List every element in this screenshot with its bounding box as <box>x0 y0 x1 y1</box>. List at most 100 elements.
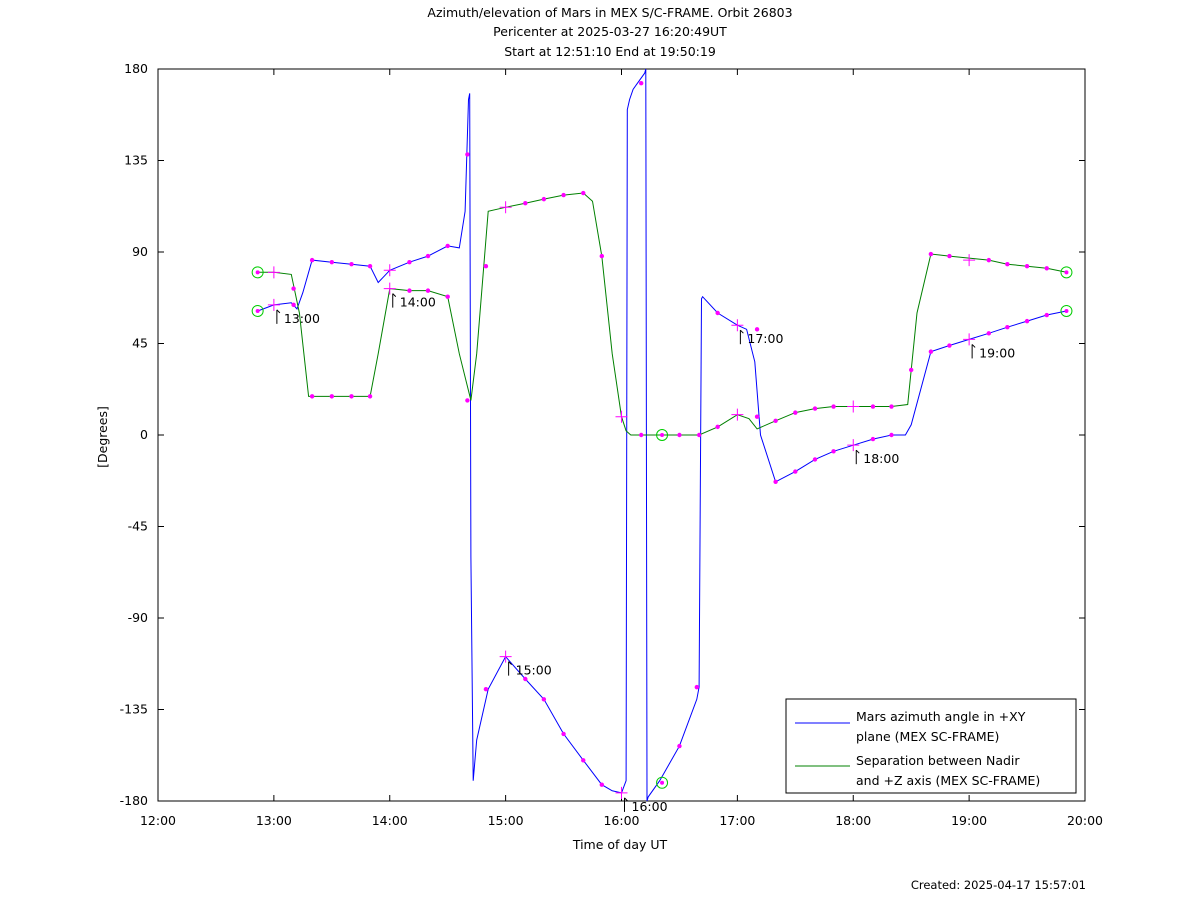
sample-dot-marker <box>599 782 605 787</box>
sample-dot-marker <box>638 81 644 86</box>
hour-annotation-label: 15:00 <box>516 663 552 678</box>
x-tick-label: 20:00 <box>1067 813 1103 828</box>
hour-annotation-arrow <box>624 797 628 802</box>
endpoint-circle-marker <box>251 266 264 279</box>
hour-plus-marker <box>731 408 744 421</box>
y-tick-label: 45 <box>132 336 148 351</box>
hour-plus-marker <box>963 333 976 346</box>
hour-annotation-label: 14:00 <box>400 295 436 310</box>
hour-annotation-label: 13:00 <box>284 311 320 326</box>
sample-dot-marker <box>309 257 315 263</box>
sample-dot-marker <box>694 684 700 690</box>
sample-dot-marker <box>1024 318 1030 324</box>
sample-dot-marker <box>291 286 296 291</box>
sample-dot-marker <box>425 288 431 293</box>
hour-plus-marker <box>731 319 744 332</box>
sample-dot-marker <box>908 367 914 373</box>
endpoint-dot-marker <box>660 780 665 785</box>
sample-dot-marker <box>465 398 470 403</box>
sample-dot-marker <box>1005 262 1010 267</box>
sample-dot-marker <box>773 479 778 484</box>
hour-annotation-label: 17:00 <box>747 331 783 346</box>
y-tick-label: 0 <box>140 427 148 442</box>
sample-dot-marker <box>349 262 354 267</box>
sample-dot-marker <box>889 404 894 409</box>
sample-dot-marker <box>483 264 489 269</box>
x-tick-label: 15:00 <box>488 813 524 828</box>
legend-box <box>785 698 1077 794</box>
hour-plus-marker <box>499 201 512 214</box>
hour-annotation-arrow <box>392 293 397 297</box>
sample-dot-marker <box>1024 264 1030 269</box>
hour-annotation-label: 18:00 <box>863 451 899 466</box>
sample-dot-marker <box>367 394 373 399</box>
sample-dot-marker <box>928 349 934 354</box>
sample-dot-marker <box>329 394 335 399</box>
legend-label-azimuth-2: plane (MEX SC-FRAME) <box>856 729 999 744</box>
sample-dot-marker <box>928 251 934 257</box>
x-tick-label: 18:00 <box>835 813 871 828</box>
sample-dot-marker <box>407 288 412 293</box>
endpoint-circle-marker <box>1060 304 1073 317</box>
legend: Mars azimuth angle in +XY plane (MEX SC-… <box>785 698 1077 794</box>
sample-dot-marker <box>445 294 450 299</box>
endpoint-circle-marker <box>656 429 669 441</box>
sample-dot-marker <box>329 259 335 265</box>
hour-annotation-arrow <box>740 329 744 334</box>
sample-dot-marker <box>812 457 818 462</box>
sample-dot-marker <box>715 310 720 316</box>
sample-dot-marker <box>367 264 373 269</box>
sample-dot-marker <box>638 432 644 438</box>
endpoint-dot-marker <box>255 308 260 313</box>
sample-dot-marker <box>889 432 894 438</box>
sample-dot-marker <box>1005 325 1010 330</box>
chart-title: Azimuth/elevation of Mars in MEX S/C-FRA… <box>427 5 792 59</box>
sample-dot-marker <box>947 343 952 348</box>
y-axis-label: [Degrees] <box>95 406 110 468</box>
sample-dot-marker <box>1044 266 1049 271</box>
sample-dot-marker <box>561 192 566 198</box>
sample-dot-marker <box>677 743 682 749</box>
hour-plus-marker <box>383 264 396 277</box>
endpoint-circle-marker <box>656 776 669 789</box>
endpoint-dot-marker <box>1064 308 1069 313</box>
sample-dot-marker <box>831 449 836 454</box>
sample-dot-marker <box>754 414 760 419</box>
hour-plus-marker <box>383 282 396 295</box>
sample-dot-marker <box>986 331 992 336</box>
hour-annotation-arrow <box>855 449 860 454</box>
hour-annotation-label: 19:00 <box>979 345 1015 360</box>
hour-annotation-arrow <box>971 344 976 348</box>
sample-dot-marker <box>425 253 431 259</box>
marker-layer <box>251 81 1073 799</box>
hour-plus-marker <box>615 410 628 423</box>
x-tick-label: 14:00 <box>372 813 408 828</box>
sample-dot-marker <box>465 152 470 157</box>
y-tick-label: -45 <box>128 519 148 534</box>
sample-dot-marker <box>812 406 818 411</box>
legend-label-azimuth-1: Mars azimuth angle in +XY <box>856 709 1026 724</box>
hour-plus-marker <box>267 266 280 279</box>
sample-dot-marker <box>581 758 586 763</box>
endpoint-circle-marker <box>1060 266 1073 279</box>
chart-title-line-3: Start at 12:51:10 End at 19:50:19 <box>504 44 716 59</box>
y-tick-label: 180 <box>124 61 148 76</box>
hour-marker-layer: 13:00 14:00 15:00 16:00 17:00 18:00 19:00 <box>276 293 1015 814</box>
x-tick-label: 12:00 <box>140 813 176 828</box>
sample-dot-marker <box>349 394 354 399</box>
hour-annotation-label: 16:00 <box>632 799 668 814</box>
y-tick-label: -180 <box>120 793 148 808</box>
sample-dot-marker <box>407 259 412 265</box>
y-axis: 180 135 90 45 0 -45 -90 -135 -180 <box>120 61 1085 808</box>
sample-dot-marker <box>1044 312 1049 318</box>
hour-plus-marker <box>267 298 280 311</box>
sample-dot-marker <box>793 410 798 415</box>
endpoint-circle-marker <box>251 304 264 317</box>
y-tick-label: 90 <box>132 244 148 259</box>
sample-dot-marker <box>831 404 836 409</box>
sample-dot-marker <box>541 697 547 702</box>
x-tick-label: 13:00 <box>256 813 292 828</box>
hour-plus-marker <box>847 400 860 413</box>
sample-dot-marker <box>523 201 528 206</box>
